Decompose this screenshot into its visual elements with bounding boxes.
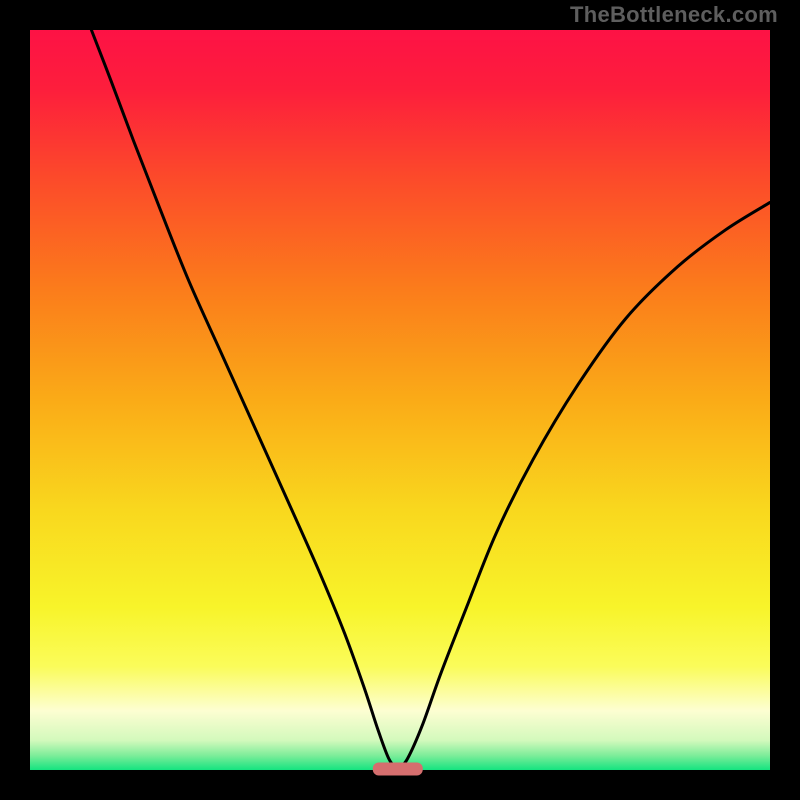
plot-background [30, 30, 770, 770]
watermark-text: TheBottleneck.com [570, 2, 778, 28]
chart-container: TheBottleneck.com [0, 0, 800, 800]
bottleneck-chart [0, 0, 800, 800]
minimum-marker [373, 763, 423, 776]
